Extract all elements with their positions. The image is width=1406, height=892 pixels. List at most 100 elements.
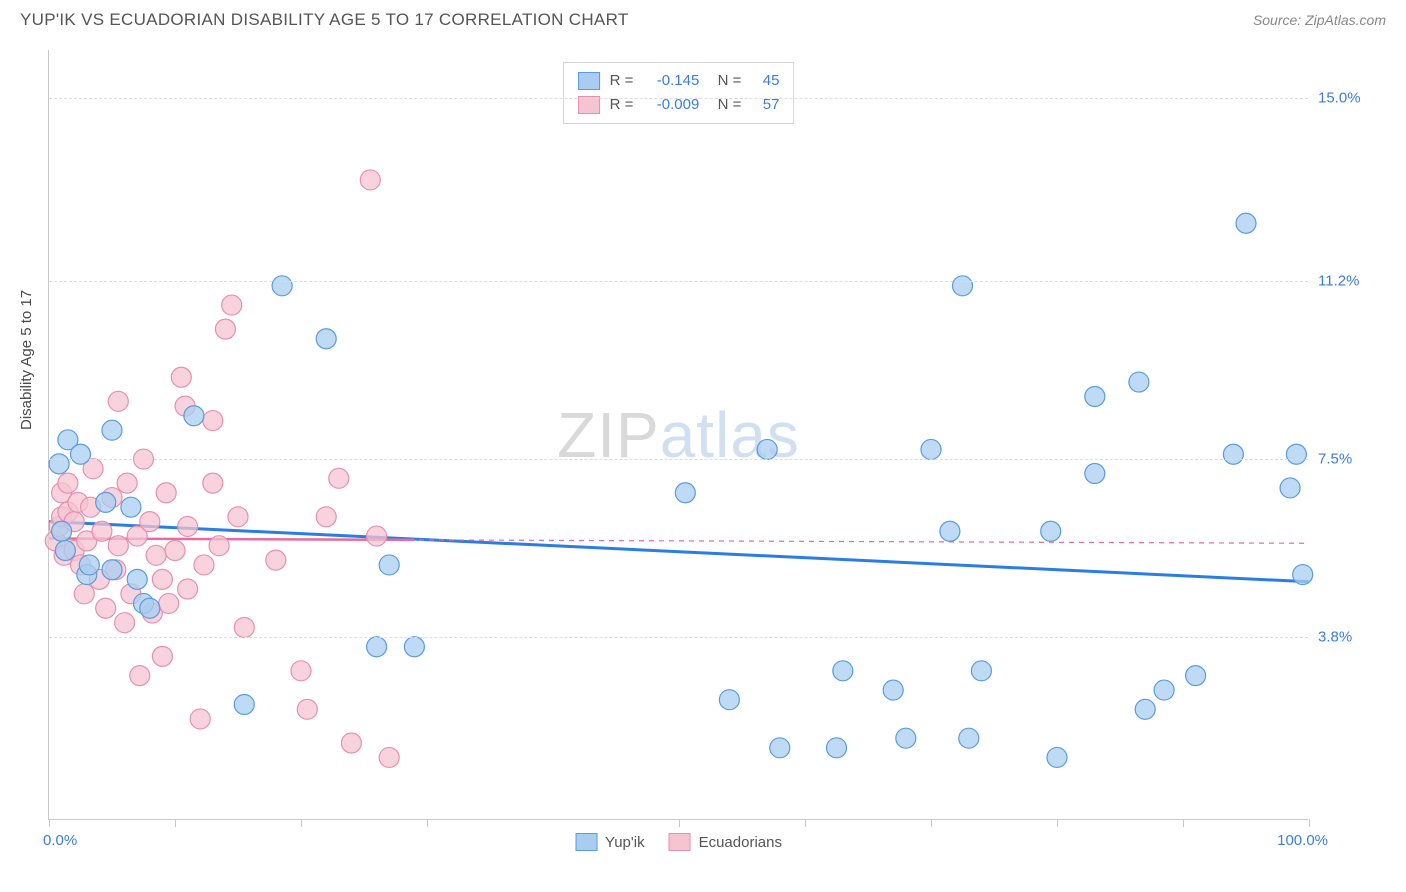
legend-swatch	[575, 833, 597, 851]
x-tick	[1309, 819, 1310, 827]
data-point	[971, 661, 991, 681]
x-tick	[1183, 819, 1184, 827]
data-point	[102, 420, 122, 440]
data-point	[96, 598, 116, 618]
legend-swatch	[669, 833, 691, 851]
n-label: N =	[709, 93, 741, 117]
data-point	[1047, 747, 1067, 767]
y-tick-label: 3.8%	[1318, 629, 1386, 646]
data-point	[215, 319, 235, 339]
scatter-chart: ZIPatlas R =-0.145 N =45R =-0.009 N =57 …	[48, 50, 1308, 820]
data-point	[341, 733, 361, 753]
data-point	[1280, 478, 1300, 498]
data-point	[883, 680, 903, 700]
data-point	[404, 637, 424, 657]
data-point	[156, 483, 176, 503]
data-point	[757, 439, 777, 459]
data-point	[1154, 680, 1174, 700]
data-point	[291, 661, 311, 681]
data-point	[1041, 521, 1061, 541]
source-prefix: Source:	[1253, 12, 1305, 28]
data-point	[316, 329, 336, 349]
data-point	[102, 560, 122, 580]
data-point	[896, 728, 916, 748]
y-axis-title: Disability Age 5 to 17	[18, 290, 35, 430]
x-tick	[49, 819, 50, 827]
gridline	[49, 98, 1308, 99]
data-point	[1236, 213, 1256, 233]
data-point	[1085, 464, 1105, 484]
correlation-legend: R =-0.145 N =45R =-0.009 N =57	[563, 62, 795, 124]
data-point	[266, 550, 286, 570]
y-tick-label: 11.2%	[1318, 273, 1386, 290]
gridline	[49, 637, 1308, 638]
data-point	[58, 473, 78, 493]
data-point	[146, 545, 166, 565]
x-tick	[175, 819, 176, 827]
data-point	[1286, 444, 1306, 464]
data-point	[222, 295, 242, 315]
legend-label: Ecuadorians	[699, 834, 782, 851]
data-point	[49, 454, 69, 474]
data-point	[209, 536, 229, 556]
data-point	[165, 541, 185, 561]
data-point	[360, 170, 380, 190]
x-min-label: 0.0%	[43, 832, 77, 849]
n-value: 45	[751, 69, 779, 93]
data-point	[367, 637, 387, 657]
n-label: N =	[709, 69, 741, 93]
legend-label: Yup'ik	[605, 834, 645, 851]
x-tick	[1057, 819, 1058, 827]
data-point	[96, 492, 116, 512]
data-point	[675, 483, 695, 503]
data-point	[74, 584, 94, 604]
data-point	[1223, 444, 1243, 464]
data-point	[140, 512, 160, 532]
r-value: -0.145	[643, 69, 699, 93]
source-name: ZipAtlas.com	[1305, 12, 1386, 28]
series-legend: Yup'ik Ecuadorians	[575, 833, 782, 851]
data-point	[1293, 565, 1313, 585]
data-point	[297, 699, 317, 719]
data-point	[178, 516, 198, 536]
data-point	[178, 579, 198, 599]
legend-item: Yup'ik	[575, 833, 645, 851]
data-point	[190, 709, 210, 729]
chart-title: YUP'IK VS ECUADORIAN DISABILITY AGE 5 TO…	[20, 10, 629, 30]
y-tick-label: 15.0%	[1318, 90, 1386, 107]
data-point	[194, 555, 214, 575]
data-point	[379, 555, 399, 575]
data-point	[940, 521, 960, 541]
gridline	[49, 459, 1308, 460]
data-point	[121, 497, 141, 517]
data-point	[921, 439, 941, 459]
x-tick	[679, 819, 680, 827]
data-point	[234, 618, 254, 638]
legend-swatch	[578, 72, 600, 90]
x-tick	[805, 819, 806, 827]
chart-source: Source: ZipAtlas.com	[1253, 12, 1386, 28]
data-point	[115, 613, 135, 633]
data-point	[130, 666, 150, 686]
data-point	[833, 661, 853, 681]
r-value: -0.009	[643, 93, 699, 117]
regression-line	[49, 522, 1309, 582]
data-point	[367, 526, 387, 546]
data-point	[1135, 699, 1155, 719]
x-max-label: 100.0%	[1277, 832, 1328, 849]
data-point	[108, 391, 128, 411]
data-point	[108, 536, 128, 556]
x-tick	[427, 819, 428, 827]
r-label: R =	[610, 69, 634, 93]
data-point	[203, 411, 223, 431]
data-point	[770, 738, 790, 758]
data-point	[1129, 372, 1149, 392]
x-tick	[301, 819, 302, 827]
plot-canvas	[49, 50, 1308, 819]
data-point	[272, 276, 292, 296]
data-point	[953, 276, 973, 296]
data-point	[117, 473, 137, 493]
data-point	[71, 444, 91, 464]
x-tick	[931, 819, 932, 827]
gridline	[49, 281, 1308, 282]
